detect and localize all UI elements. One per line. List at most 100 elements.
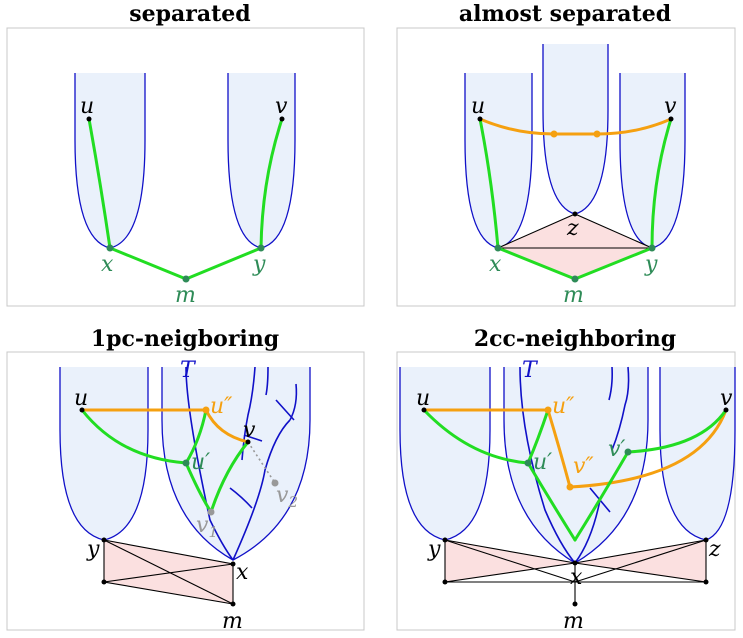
node-x bbox=[494, 244, 502, 252]
label-T: T bbox=[180, 358, 197, 383]
label-x: x bbox=[236, 560, 249, 585]
tree-branch bbox=[243, 434, 263, 442]
path-v1-v bbox=[626, 408, 728, 454]
node-u1 bbox=[182, 459, 190, 467]
cone-left bbox=[399, 367, 491, 541]
node-v bbox=[245, 439, 251, 445]
node-u2 bbox=[544, 406, 552, 414]
node-y bbox=[648, 244, 656, 252]
label-m: m bbox=[563, 609, 584, 634]
label-v: v bbox=[243, 418, 256, 443]
panel-title: almost separated bbox=[459, 1, 671, 27]
node-v bbox=[668, 116, 674, 122]
node-u bbox=[421, 407, 427, 413]
panel-almost-separated: almost separated u v z x y m bbox=[396, 1, 736, 308]
label-y: y bbox=[252, 252, 266, 277]
panel-title: 1pc-neigboring bbox=[91, 326, 279, 352]
node-z bbox=[572, 211, 578, 217]
node-m bbox=[230, 601, 236, 607]
node-bl bbox=[101, 579, 107, 585]
label-u: u bbox=[80, 94, 94, 119]
tree-branch bbox=[611, 366, 630, 451]
path-u1-x bbox=[526, 461, 577, 542]
path-x-m-y bbox=[108, 246, 263, 281]
path-u-v-orange bbox=[478, 117, 673, 136]
label-m: m bbox=[563, 283, 584, 308]
edge bbox=[444, 539, 576, 583]
label-v1: v′ bbox=[608, 437, 625, 462]
tree-branch bbox=[265, 366, 269, 396]
edge bbox=[574, 539, 707, 583]
panel-frame bbox=[6, 27, 365, 307]
node-u bbox=[79, 407, 85, 413]
tree-branch bbox=[185, 366, 234, 561]
label-v2: v2 bbox=[276, 483, 298, 511]
label-u: u bbox=[74, 386, 88, 411]
panel-frame bbox=[396, 351, 736, 631]
label-x: x bbox=[570, 565, 583, 590]
node-v1 bbox=[624, 448, 632, 456]
label-v: v bbox=[664, 94, 677, 119]
node-x bbox=[106, 244, 114, 252]
label-v: v bbox=[275, 94, 288, 119]
tree-branch bbox=[229, 487, 253, 509]
path-u2-u1 bbox=[526, 408, 550, 465]
path-u-x bbox=[478, 117, 500, 250]
label-u2: u″ bbox=[210, 394, 233, 419]
node-x bbox=[230, 561, 236, 567]
label-z: z bbox=[566, 216, 579, 241]
panel-title: 2cc-neighboring bbox=[474, 326, 676, 352]
label-u: u bbox=[471, 94, 485, 119]
label-u1: u′ bbox=[191, 450, 210, 475]
label-v1: v1 bbox=[196, 513, 218, 541]
edge-diagonal bbox=[103, 539, 234, 605]
path-u2-u1 bbox=[184, 408, 208, 465]
panel-frame bbox=[396, 27, 736, 307]
node-v bbox=[723, 407, 729, 413]
label-x: x bbox=[489, 252, 502, 277]
label-z: z bbox=[708, 537, 721, 562]
path-u-x bbox=[87, 117, 112, 250]
node-y bbox=[442, 537, 448, 543]
panel-frame bbox=[6, 351, 365, 631]
path-u-u1 bbox=[80, 408, 188, 465]
node-u2 bbox=[202, 406, 210, 414]
node-v1 bbox=[207, 508, 215, 516]
node-m bbox=[571, 275, 579, 283]
tree-branch bbox=[608, 366, 613, 401]
node-m bbox=[182, 275, 190, 283]
node-y bbox=[257, 244, 265, 252]
label-m: m bbox=[175, 283, 196, 308]
path-v1-x bbox=[573, 450, 630, 542]
node-u bbox=[86, 116, 92, 122]
path-v-y bbox=[650, 117, 673, 250]
panel-separated: separated u v x y m bbox=[6, 1, 365, 308]
panel-title: separated bbox=[129, 1, 250, 27]
label-u1: u′ bbox=[533, 450, 552, 475]
tree-branch bbox=[232, 419, 291, 561]
tree-branch bbox=[574, 499, 601, 564]
label-T: T bbox=[522, 358, 539, 383]
label-v: v bbox=[720, 386, 733, 411]
node-v2 bbox=[566, 483, 574, 491]
path-u-u1 bbox=[422, 408, 530, 465]
node-u1 bbox=[524, 459, 532, 467]
dotted-v-v2 bbox=[247, 441, 276, 484]
label-x: x bbox=[101, 252, 114, 277]
node-x bbox=[572, 560, 578, 566]
node-br bbox=[703, 579, 709, 585]
path-v-y bbox=[259, 117, 284, 250]
tree-branch bbox=[519, 366, 576, 564]
node-u bbox=[477, 116, 483, 122]
node-orange-1 bbox=[550, 130, 558, 138]
panel-2cc-neighboring: 2cc-neighboring bbox=[396, 326, 736, 634]
edge-diagonal bbox=[103, 563, 234, 583]
node-y bbox=[101, 537, 107, 543]
path-u2-v2 bbox=[546, 408, 572, 489]
label-u2: u″ bbox=[552, 394, 575, 419]
node-v2 bbox=[271, 479, 279, 487]
path-u1-v1 bbox=[184, 461, 213, 514]
label-y: y bbox=[644, 252, 658, 277]
label-v2: v″ bbox=[573, 454, 594, 479]
